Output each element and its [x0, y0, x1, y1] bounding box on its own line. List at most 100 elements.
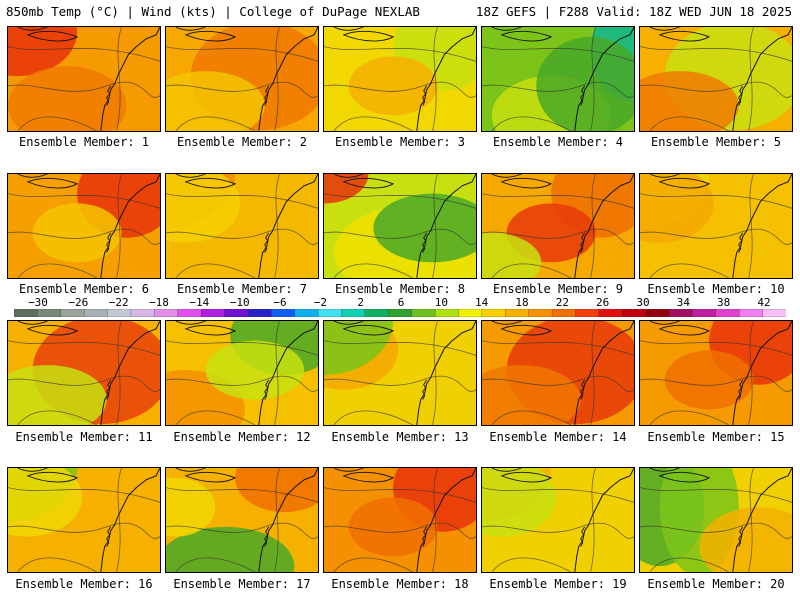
great-lakes-outline [491, 174, 553, 189]
colorbar-segment [364, 309, 389, 317]
colorbar-segment [481, 309, 506, 317]
temperature-anomaly-region [536, 36, 634, 131]
run-valid-time: 18Z GEFS | F288 Valid: 18Z WED JUN 18 20… [475, 4, 792, 19]
temperature-anomaly-region [482, 232, 542, 278]
height-contour [324, 340, 476, 356]
great-lakes-outline [491, 468, 553, 483]
ensemble-member-label: Ensemble Member: 13 [331, 430, 469, 444]
colorbar-segment [341, 309, 366, 317]
colorbar-segment [37, 309, 62, 317]
colorbar-segment [130, 309, 156, 317]
great-lakes-outline [17, 321, 79, 336]
height-contour [649, 116, 730, 131]
colorbar-segment [575, 309, 600, 317]
chesapeake-bay-outline [580, 85, 586, 106]
ensemble-member-map [165, 467, 319, 573]
great-lakes-outline [17, 27, 79, 42]
great-lakes-outline [649, 321, 711, 336]
height-contour [324, 228, 476, 245]
height-contour [175, 557, 256, 572]
colorbar-segment [224, 309, 249, 317]
height-contour [491, 263, 572, 278]
great-lakes-outline [175, 174, 237, 189]
height-contour [649, 557, 730, 572]
height-contour [640, 228, 792, 245]
height-contour [640, 46, 792, 62]
ensemble-member-map [639, 467, 793, 573]
height-contour [640, 522, 792, 539]
coastline [732, 27, 792, 131]
coastline [416, 321, 476, 425]
ensemble-member-label: Ensemble Member: 15 [647, 430, 785, 444]
height-contour [8, 375, 160, 392]
ensemble-member-label: Ensemble Member: 8 [334, 282, 466, 296]
height-contour [8, 340, 160, 356]
height-contour [175, 410, 256, 425]
height-contour [640, 81, 792, 98]
temperature-anomaly-region [32, 203, 122, 263]
height-contour [482, 46, 634, 62]
height-contour [17, 116, 98, 131]
coastline [416, 27, 476, 131]
temperature-anomaly-region [8, 66, 127, 131]
height-contour [166, 340, 318, 356]
colorbar-tick-label: 42 [757, 296, 771, 309]
height-contour [333, 557, 414, 572]
colorbar-tick-label: −6 [273, 296, 287, 309]
ensemble-member-label: Ensemble Member: 6 [18, 282, 150, 296]
colorbar-tick-label: −22 [108, 296, 129, 309]
height-contour [640, 193, 792, 209]
colorbar-tick-label: −2 [313, 296, 327, 309]
colorbar-segment [692, 309, 717, 317]
colorbar-segment [14, 309, 39, 317]
ensemble-member-map [165, 26, 319, 132]
temperature-anomaly-region [205, 340, 305, 400]
height-contour [175, 263, 256, 278]
height-contour [8, 81, 160, 98]
colorbar-segment [247, 309, 272, 317]
colorbar-tick-label: 18 [515, 296, 529, 309]
colorbar-segment [715, 309, 740, 317]
chesapeake-bay-outline [738, 526, 744, 547]
temperature-anomaly-region [482, 468, 557, 537]
colorbar-segment [107, 309, 132, 317]
chesapeake-bay-outline [580, 379, 586, 400]
chesapeake-bay-outline [264, 85, 270, 106]
ensemble-member-map [165, 173, 319, 279]
coastline [416, 468, 476, 572]
ensemble-member-map [7, 173, 161, 279]
temperature-colorbar [14, 309, 786, 317]
height-contour [482, 340, 634, 356]
colorbar-segment [458, 309, 483, 317]
great-lakes-outline [333, 174, 395, 189]
height-contour [166, 81, 318, 98]
colorbar-segment [668, 309, 694, 317]
height-contour [491, 410, 572, 425]
great-lakes-outline [649, 468, 711, 483]
ensemble-member-label: Ensemble Member: 7 [176, 282, 308, 296]
temperature-anomaly-region [348, 56, 438, 116]
height-contour [166, 228, 318, 245]
colorbar-segment [60, 309, 85, 317]
coastline [100, 27, 160, 131]
height-contour [491, 116, 572, 131]
height-contour [640, 375, 792, 392]
colorbar-segment [271, 309, 296, 317]
ensemble-member-label: Ensemble Member: 19 [489, 577, 627, 591]
colorbar-tick-label: 22 [555, 296, 569, 309]
height-contour [8, 228, 160, 245]
height-contour [166, 46, 318, 62]
ensemble-member-map [639, 320, 793, 426]
temperature-anomaly-region [348, 497, 438, 557]
coastline [258, 321, 318, 425]
chesapeake-bay-outline [106, 526, 112, 547]
coastline [258, 468, 318, 572]
chesapeake-bay-outline [422, 232, 428, 253]
colorbar-segment [434, 309, 460, 317]
height-contour [17, 410, 98, 425]
height-contour [324, 487, 476, 503]
coastline [416, 174, 476, 278]
chesapeake-bay-outline [264, 232, 270, 253]
ensemble-member-map [165, 320, 319, 426]
colorbar-tick-label: 34 [676, 296, 690, 309]
